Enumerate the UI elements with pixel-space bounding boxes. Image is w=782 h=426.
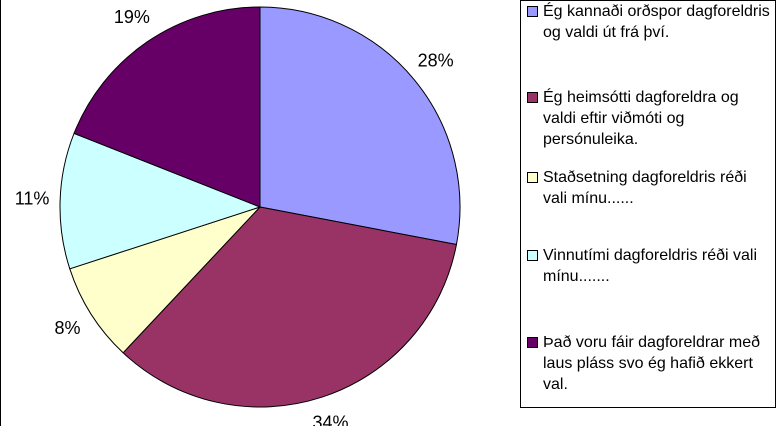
legend-label: Ég kannaði orðspor dagforeldris og valdi… [543, 3, 770, 41]
legend-entry: Staðsetning dagforeldris réði vali mínu.… [527, 167, 775, 209]
legend-entry: Ég kannaði orðspor dagforeldris og valdi… [527, 1, 775, 43]
data-label: 34% [312, 413, 348, 426]
legend-swatch [527, 250, 538, 261]
legend-label: Það voru fáir dagforeldrar með laus plás… [543, 334, 760, 393]
pie-slice [59, 132, 262, 270]
legend-entry: Vinnutími dagforeldris réði vali mínu...… [527, 245, 775, 287]
pie-slice [122, 206, 458, 408]
legend-swatch [527, 6, 538, 17]
legend-label: Vinnutími dagforeldris réði vali mínu...… [543, 247, 758, 285]
legend-label: Ég heimsótti dagforeldra og valdi eftir … [543, 89, 739, 148]
pie-slice [259, 6, 461, 246]
legend-swatch [527, 337, 538, 348]
data-label: 11% [15, 189, 50, 209]
data-label: 8% [54, 318, 80, 338]
legend-entry: Það voru fáir dagforeldrar með laus plás… [527, 332, 775, 395]
legend: Ég kannaði orðspor dagforeldris og valdi… [520, 0, 776, 408]
legend-swatch [527, 92, 538, 103]
data-label: 28% [418, 50, 454, 70]
data-label: 19% [114, 7, 150, 27]
legend-swatch [527, 172, 538, 183]
pie-slice [69, 206, 261, 354]
legend-label: Staðsetning dagforeldris réði vali mínu.… [543, 169, 747, 207]
pie-slice [73, 6, 261, 208]
legend-entry: Ég heimsótti dagforeldra og valdi eftir … [527, 87, 775, 150]
